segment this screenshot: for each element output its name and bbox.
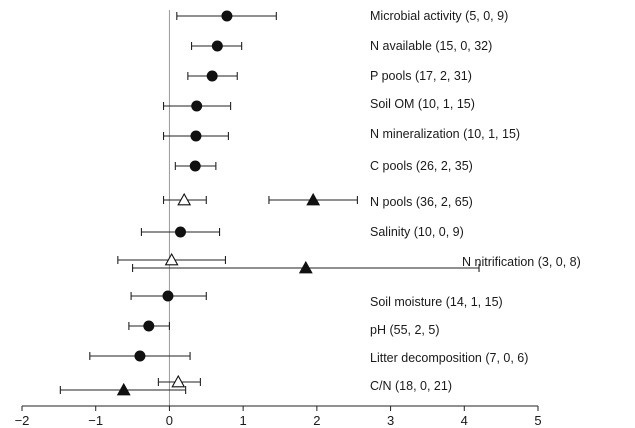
category-labels-layer: Microbial activity (5, 0, 9) N available … <box>370 9 581 393</box>
filled-triangle-marker <box>298 260 313 274</box>
category-label: Soil OM (10, 1, 15) <box>370 97 475 111</box>
open-triangle-marker <box>171 374 186 388</box>
category-label: Salinity (10, 0, 9) <box>370 225 464 239</box>
x-tick-label: 4 <box>461 413 468 428</box>
circle-marker <box>211 40 223 52</box>
x-tick-label: 0 <box>166 413 173 428</box>
filled-triangle-marker <box>306 192 321 206</box>
x-axis: −2 −1 0 1 2 3 4 5 <box>15 405 542 428</box>
x-tick-label: −1 <box>88 413 103 428</box>
category-label: Litter decomposition (7, 0, 6) <box>370 351 528 365</box>
circle-marker <box>206 70 218 82</box>
category-label: C/N (18, 0, 21) <box>370 379 452 393</box>
category-label: N nitrification (3, 0, 8) <box>462 255 581 269</box>
category-label: C pools (26, 2, 35) <box>370 159 473 173</box>
category-label: N available (15, 0, 32) <box>370 39 492 53</box>
circle-marker <box>162 290 174 302</box>
category-label: Microbial activity (5, 0, 9) <box>370 9 508 23</box>
x-tick-label: −2 <box>15 413 30 428</box>
circle-marker <box>143 320 155 332</box>
category-label: N mineralization (10, 1, 15) <box>370 127 520 141</box>
category-label: pH (55, 2, 5) <box>370 323 439 337</box>
circle-marker <box>221 10 233 22</box>
x-tick-label: 5 <box>534 413 541 428</box>
x-tick-label: 2 <box>313 413 320 428</box>
circle-marker <box>189 160 201 172</box>
x-tick-label: 3 <box>387 413 394 428</box>
category-label: N pools (36, 2, 65) <box>370 195 473 209</box>
category-label: Soil moisture (14, 1, 15) <box>370 295 503 309</box>
circle-marker <box>174 226 186 238</box>
circle-marker <box>191 100 203 112</box>
x-tick-label: 1 <box>240 413 247 428</box>
filled-triangle-marker <box>116 382 131 396</box>
circle-marker <box>190 130 202 142</box>
markers-layer <box>116 10 321 396</box>
category-label: P pools (17, 2, 31) <box>370 69 472 83</box>
open-triangle-marker <box>164 252 179 266</box>
open-triangle-marker <box>177 192 192 206</box>
circle-marker <box>134 350 146 362</box>
